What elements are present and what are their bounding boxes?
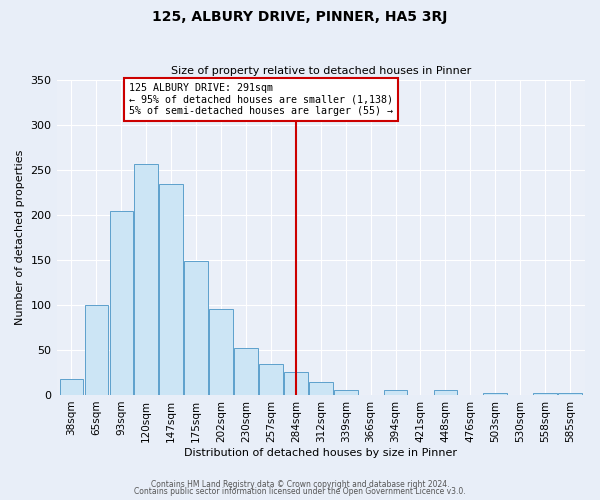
Bar — [184, 261, 208, 395]
Bar — [384, 390, 407, 395]
Bar — [259, 364, 283, 395]
Bar — [85, 305, 108, 395]
Bar — [533, 393, 557, 395]
Bar — [160, 184, 183, 395]
Bar — [209, 310, 233, 395]
Bar — [309, 382, 332, 395]
Bar — [334, 390, 358, 395]
Bar — [110, 210, 133, 395]
Bar — [434, 390, 457, 395]
Bar — [134, 164, 158, 395]
Bar — [234, 348, 258, 395]
X-axis label: Distribution of detached houses by size in Pinner: Distribution of detached houses by size … — [184, 448, 457, 458]
Bar — [558, 393, 582, 395]
Bar — [59, 379, 83, 395]
Text: Contains HM Land Registry data © Crown copyright and database right 2024.: Contains HM Land Registry data © Crown c… — [151, 480, 449, 489]
Bar — [284, 372, 308, 395]
Bar — [484, 393, 507, 395]
Text: 125 ALBURY DRIVE: 291sqm
← 95% of detached houses are smaller (1,138)
5% of semi: 125 ALBURY DRIVE: 291sqm ← 95% of detach… — [129, 83, 393, 116]
Text: Contains public sector information licensed under the Open Government Licence v3: Contains public sector information licen… — [134, 488, 466, 496]
Text: 125, ALBURY DRIVE, PINNER, HA5 3RJ: 125, ALBURY DRIVE, PINNER, HA5 3RJ — [152, 10, 448, 24]
Title: Size of property relative to detached houses in Pinner: Size of property relative to detached ho… — [170, 66, 471, 76]
Y-axis label: Number of detached properties: Number of detached properties — [15, 150, 25, 325]
